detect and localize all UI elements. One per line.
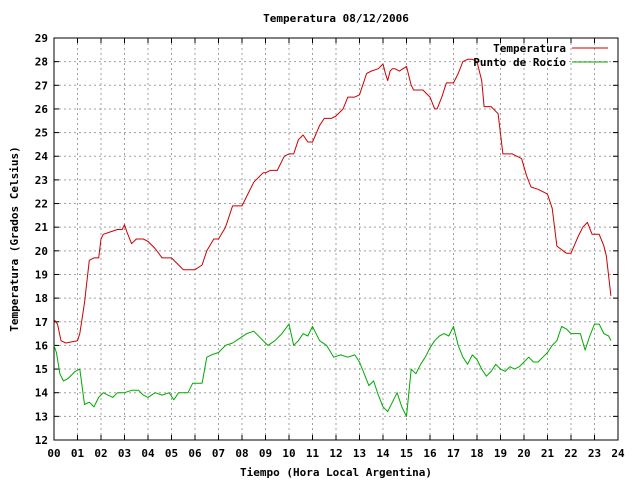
- chart-title: Temperatura 08/12/2006: [263, 12, 409, 25]
- y-tick-label: 24: [35, 150, 49, 163]
- series-line-punto-de-rocio: [53, 323, 612, 417]
- series-line-temperatura: [53, 58, 612, 344]
- x-tick-label: 08: [235, 447, 248, 460]
- x-axis-label: Tiempo (Hora Local Argentina): [240, 466, 432, 479]
- x-tick-label: 10: [282, 447, 295, 460]
- x-tick-label: 14: [376, 447, 390, 460]
- x-tick-label: 19: [494, 447, 507, 460]
- x-tick-label: 02: [94, 447, 107, 460]
- x-tick-label: 01: [71, 447, 85, 460]
- x-tick-label: 00: [47, 447, 60, 460]
- x-tick-label: 21: [541, 447, 555, 460]
- y-tick-label: 20: [35, 245, 48, 258]
- y-tick-label: 17: [35, 316, 48, 329]
- x-tick-label: 06: [188, 447, 202, 460]
- y-tick-label: 16: [35, 339, 49, 352]
- y-tick-label: 14: [35, 387, 49, 400]
- y-axis-label: Temperatura (Grados Celsius): [8, 146, 21, 331]
- y-tick-label: 15: [35, 363, 48, 376]
- series-lines: [53, 58, 612, 417]
- y-tick-label: 29: [35, 32, 48, 45]
- x-tick-label: 12: [329, 447, 342, 460]
- y-tick-label: 13: [35, 410, 48, 423]
- x-tick-label: 09: [259, 447, 272, 460]
- x-tick-label: 15: [400, 447, 413, 460]
- y-tick-label: 26: [35, 103, 49, 116]
- x-tick-label: 13: [353, 447, 366, 460]
- x-axis: 00 01 02 03 04 05 06 07 08 09 10 11 12 13 14 15 16 17 18 19…: [47, 38, 625, 460]
- y-tick-label: 21: [35, 221, 49, 234]
- x-tick-label: 03: [118, 447, 131, 460]
- x-tick-label: 22: [564, 447, 577, 460]
- x-tick-label: 05: [165, 447, 178, 460]
- x-tick-label: 11: [306, 447, 320, 460]
- grid-lines: [54, 38, 618, 440]
- y-tick-label: 22: [35, 198, 48, 211]
- legend-label: Temperatura: [493, 42, 566, 55]
- x-tick-label: 04: [141, 447, 155, 460]
- y-tick-label: 25: [35, 127, 48, 140]
- y-tick-label: 27: [35, 79, 48, 92]
- y-tick-label: 12: [35, 434, 48, 447]
- legend-label: Punto de Rocío: [473, 56, 566, 69]
- x-tick-label: 24: [611, 447, 625, 460]
- y-tick-label: 18: [35, 292, 48, 305]
- y-axis: 12 13 14 15 16 17 18 19 20 21 22 23 24 25 26 27 28 29: [35, 32, 618, 447]
- x-tick-label: 20: [517, 447, 530, 460]
- x-tick-label: 17: [447, 447, 460, 460]
- x-tick-label: 07: [212, 447, 225, 460]
- x-tick-label: 23: [588, 447, 601, 460]
- y-tick-label: 28: [35, 56, 48, 69]
- y-tick-label: 23: [35, 174, 48, 187]
- x-tick-label: 16: [423, 447, 437, 460]
- x-tick-label: 18: [470, 447, 483, 460]
- y-tick-label: 19: [35, 268, 48, 281]
